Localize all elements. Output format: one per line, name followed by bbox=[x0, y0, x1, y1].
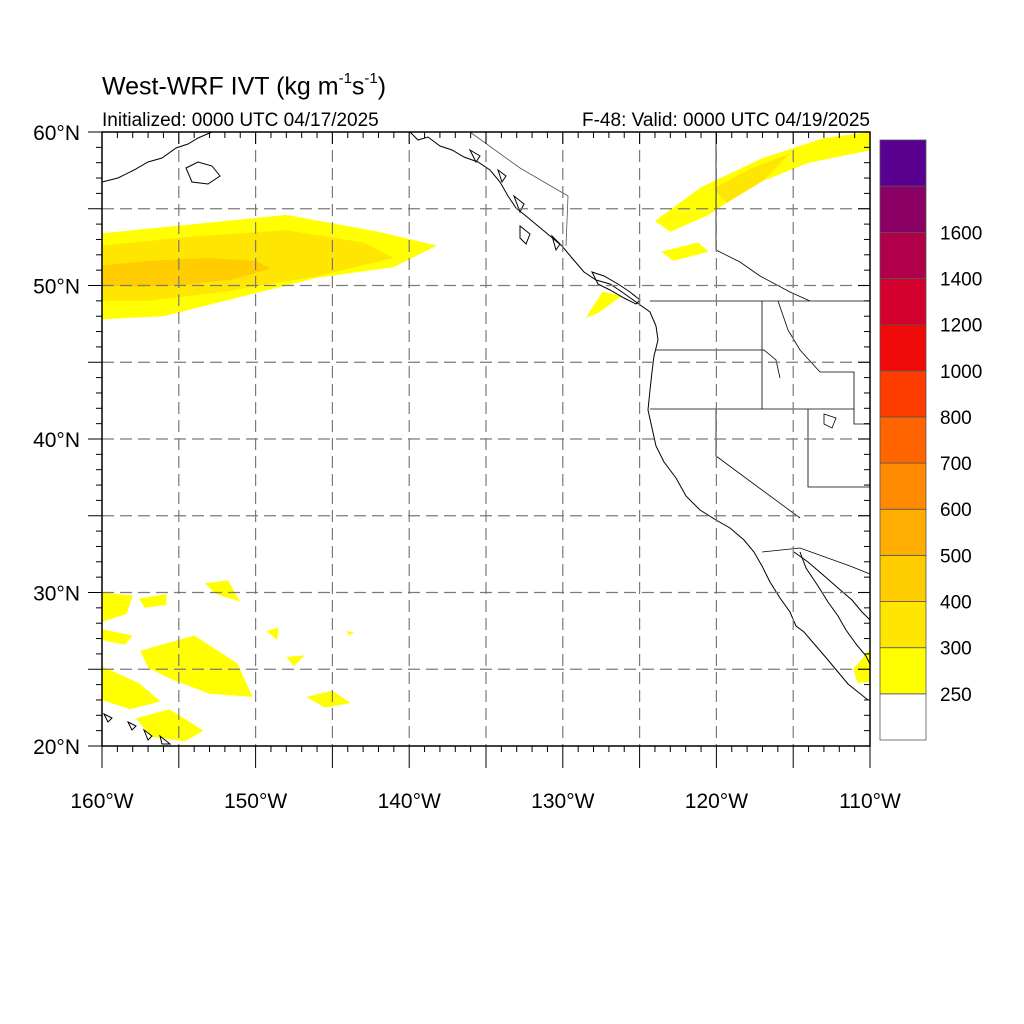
colorbar-swatch bbox=[879, 231, 927, 279]
lat-label: 20°N bbox=[33, 736, 80, 759]
colorbar-label: 300 bbox=[940, 639, 972, 660]
ivt-region-subtropics-250 bbox=[346, 630, 354, 636]
lon-label-layer: 160°W 150°W 140°W 130°W 120°W 110°W bbox=[70, 790, 901, 813]
colorbar-swatch bbox=[879, 370, 927, 418]
ivt-region-subtropics-250 bbox=[306, 690, 351, 708]
colorbar-label: 500 bbox=[940, 546, 972, 567]
colorbar-swatch bbox=[879, 601, 927, 649]
map-title: West-WRF IVT (kg m-1s-1) bbox=[102, 70, 387, 101]
coastline-vancouver-island bbox=[591, 271, 641, 305]
border-wa-or bbox=[656, 349, 781, 379]
colorbar-label: 1600 bbox=[940, 223, 982, 244]
lon-label: 150°W bbox=[224, 790, 287, 813]
ivt-region-subtropics-250 bbox=[266, 627, 279, 641]
colorbar-label: 250 bbox=[940, 685, 972, 706]
coastline-islands-bc bbox=[468, 148, 561, 252]
coastline-alaska-bc bbox=[409, 131, 657, 327]
colorbar-swatch bbox=[879, 416, 927, 464]
colorbar-label: 1400 bbox=[940, 269, 982, 290]
lat-label: 40°N bbox=[33, 429, 80, 452]
ivt-region-vancouver-island-patch-250 bbox=[585, 291, 622, 318]
colorbar-label: 600 bbox=[940, 500, 972, 521]
colorbar-swatch bbox=[879, 324, 927, 372]
ivt-region-canada-plume-250 bbox=[661, 242, 709, 261]
colorbar-swatch bbox=[879, 139, 927, 187]
colorbar-label: 400 bbox=[940, 593, 972, 614]
lon-label: 110°W bbox=[839, 790, 901, 813]
colorbar-swatch bbox=[879, 554, 927, 602]
colorbar-swatch bbox=[879, 185, 927, 233]
ivt-region-subtropics-250 bbox=[286, 655, 305, 667]
ivt-region-subtropics-250 bbox=[204, 580, 241, 602]
lon-label: 120°W bbox=[685, 790, 748, 813]
lon-label: 140°W bbox=[378, 790, 441, 813]
lat-label: 60°N bbox=[33, 122, 80, 145]
ivt-region-subtropics-250 bbox=[102, 666, 161, 710]
colorbar-swatch bbox=[879, 693, 927, 741]
border-nv-ut bbox=[807, 409, 870, 488]
ivt-region-mexico-coast-250 bbox=[853, 649, 870, 684]
lat-label: 30°N bbox=[33, 583, 80, 606]
coastline-gulf-cal bbox=[793, 551, 871, 621]
coastline-hawaii bbox=[102, 712, 172, 745]
colorbar-label: 1000 bbox=[940, 362, 982, 383]
colorbar-swatch bbox=[879, 462, 927, 510]
coastline-us-west bbox=[647, 325, 869, 701]
border-ca-nv bbox=[715, 409, 801, 519]
colorbar: 250 300 400 500 600 700 800 1000 1200 1400 1600 bbox=[879, 139, 982, 741]
lat-label: 50°N bbox=[33, 276, 80, 299]
initialized-time: Initialized: 0000 UTC 04/17/2025 bbox=[102, 110, 379, 131]
ivt-region-subtropics-250 bbox=[102, 592, 133, 622]
colorbar-label: 1200 bbox=[940, 316, 982, 337]
border-alaska-bc bbox=[469, 131, 569, 247]
lon-label: 130°W bbox=[531, 790, 594, 813]
ivt-region-subtropics-250 bbox=[102, 629, 133, 645]
ivt-region-subtropics-250 bbox=[135, 709, 204, 742]
colorbar-swatch bbox=[879, 647, 927, 695]
valid-time: F-48: Valid: 0000 UTC 04/19/2025 bbox=[582, 110, 870, 131]
lat-label-layer: 60°N 50°N 40°N 30°N 20°N bbox=[33, 122, 80, 759]
colorbar-label: 700 bbox=[940, 454, 972, 475]
coastline-baja-east bbox=[799, 551, 871, 665]
ivt-shading-layer bbox=[102, 132, 870, 742]
coastline-kodiak bbox=[185, 161, 221, 185]
great-salt-lake bbox=[823, 413, 837, 429]
border-us-mexico bbox=[761, 547, 871, 575]
ivt-region-subtropics-250 bbox=[140, 635, 253, 697]
ivt-region-canada-plume-250 bbox=[655, 132, 870, 232]
colorbar-label: 800 bbox=[940, 408, 972, 429]
ivt-region-subtropics-250 bbox=[138, 594, 167, 608]
border-idaho-mt bbox=[777, 300, 870, 425]
lon-label: 160°W bbox=[70, 790, 133, 813]
tick-layer bbox=[88, 131, 871, 768]
coastline-alaska-west bbox=[101, 131, 213, 183]
ivt-region-north-pacific-ar-400 bbox=[102, 257, 271, 287]
colorbar-swatch bbox=[879, 508, 927, 556]
map-frame bbox=[101, 131, 871, 747]
ivt-region-canada-plume-300 bbox=[713, 153, 791, 203]
colorbar-swatch bbox=[879, 278, 927, 326]
coastline-layer bbox=[101, 131, 871, 745]
gridline-layer bbox=[102, 132, 870, 746]
